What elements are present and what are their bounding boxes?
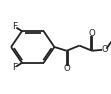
Text: F: F <box>12 63 17 72</box>
Text: O: O <box>88 29 95 38</box>
Text: F: F <box>12 22 17 31</box>
Text: O: O <box>64 64 71 73</box>
Text: O: O <box>102 45 108 54</box>
